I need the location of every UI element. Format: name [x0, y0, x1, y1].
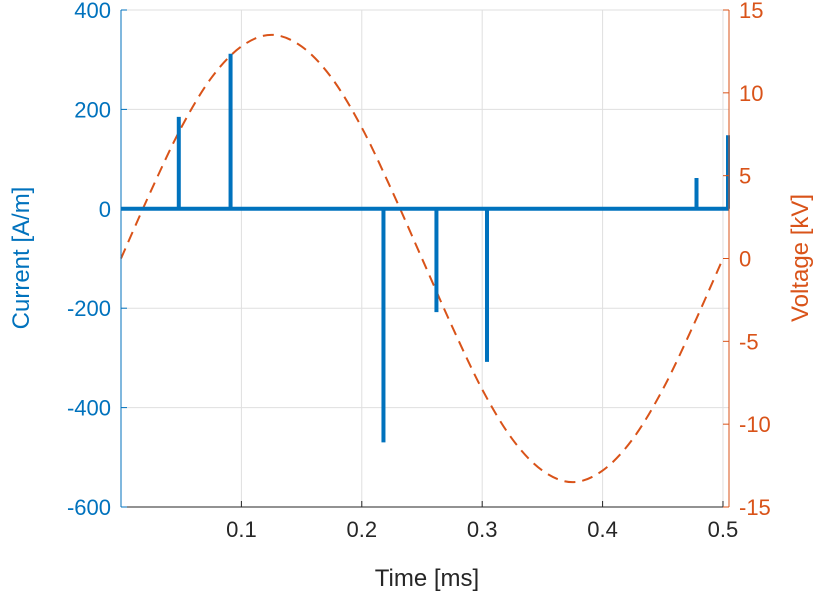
- x-tick-label: 0.1: [226, 517, 257, 542]
- axes: [120, 9, 730, 508]
- y-right-tick-label: 0: [739, 247, 751, 272]
- y-left-tick-label: 200: [74, 97, 111, 122]
- grid-lines: [121, 9, 729, 508]
- y-axis-right-label: Voltage [kV]: [787, 194, 814, 322]
- y-axis-left-label: Current [A/m]: [8, 187, 35, 330]
- plot-background: [121, 10, 729, 507]
- y-right-tick-label: 10: [739, 81, 763, 106]
- y-left-tick-label: 0: [99, 197, 111, 222]
- y-right-tick-label: -15: [739, 495, 771, 520]
- y-left-tick-label: -600: [67, 495, 111, 520]
- x-tick-label: 0.4: [587, 517, 618, 542]
- x-tick-label: 0.5: [708, 517, 739, 542]
- current-series: [121, 53, 730, 443]
- y-right-tick-label: -5: [739, 329, 759, 354]
- y-right-tick-label: 15: [739, 0, 763, 23]
- x-tick-label: 0.3: [467, 517, 498, 542]
- voltage-line: [120, 33, 724, 484]
- y-right-tick-label: 5: [739, 164, 751, 189]
- x-axis-label: Time [ms]: [375, 565, 479, 592]
- tick-labels: 0.1 0.2 0.3 0.4 0.5 400 200 0 -200 -400 -600 15 10 5 0…: [67, 0, 771, 542]
- y-left-tick-label: 400: [74, 0, 111, 23]
- y-left-tick-label: -400: [67, 396, 111, 421]
- x-tick-label: 0.2: [346, 517, 377, 542]
- y-left-tick-label: -200: [67, 296, 111, 321]
- voltage-series: [120, 33, 724, 484]
- y-right-tick-label: -10: [739, 412, 771, 437]
